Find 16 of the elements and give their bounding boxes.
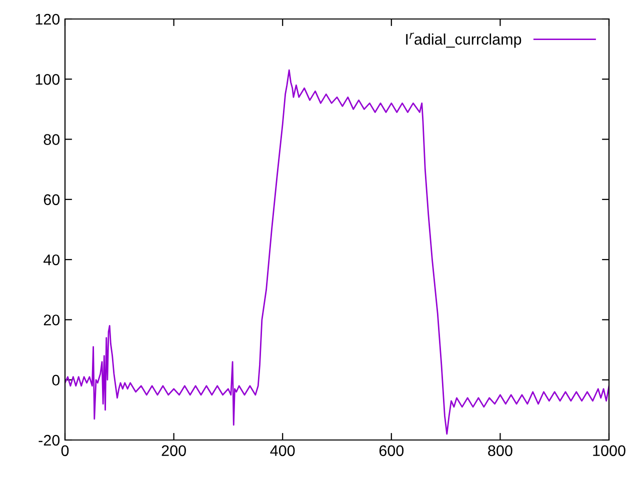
x-tick-label: 200 bbox=[162, 445, 186, 456]
y-tick-label: 120 bbox=[36, 14, 60, 25]
line-series bbox=[65, 69, 609, 435]
y-tick-label: -20 bbox=[38, 434, 60, 446]
y-tick-label: 40 bbox=[44, 254, 60, 266]
x-tick-label: 0 bbox=[61, 445, 69, 456]
legend-label: I$^{r}$adial_currclamp bbox=[406, 32, 522, 48]
y-tick-label: 80 bbox=[44, 134, 60, 145]
y-tick-label: 20 bbox=[44, 314, 60, 326]
y-tick-label: 100 bbox=[36, 74, 60, 85]
x-tick-label: 400 bbox=[270, 445, 295, 456]
y-tick-label: 0 bbox=[52, 374, 60, 386]
x-tick-label: 1000 bbox=[593, 445, 626, 456]
x-tick-label: 600 bbox=[379, 445, 404, 456]
y-tick-label: 60 bbox=[44, 194, 60, 206]
x-tick-label: 800 bbox=[488, 445, 512, 456]
